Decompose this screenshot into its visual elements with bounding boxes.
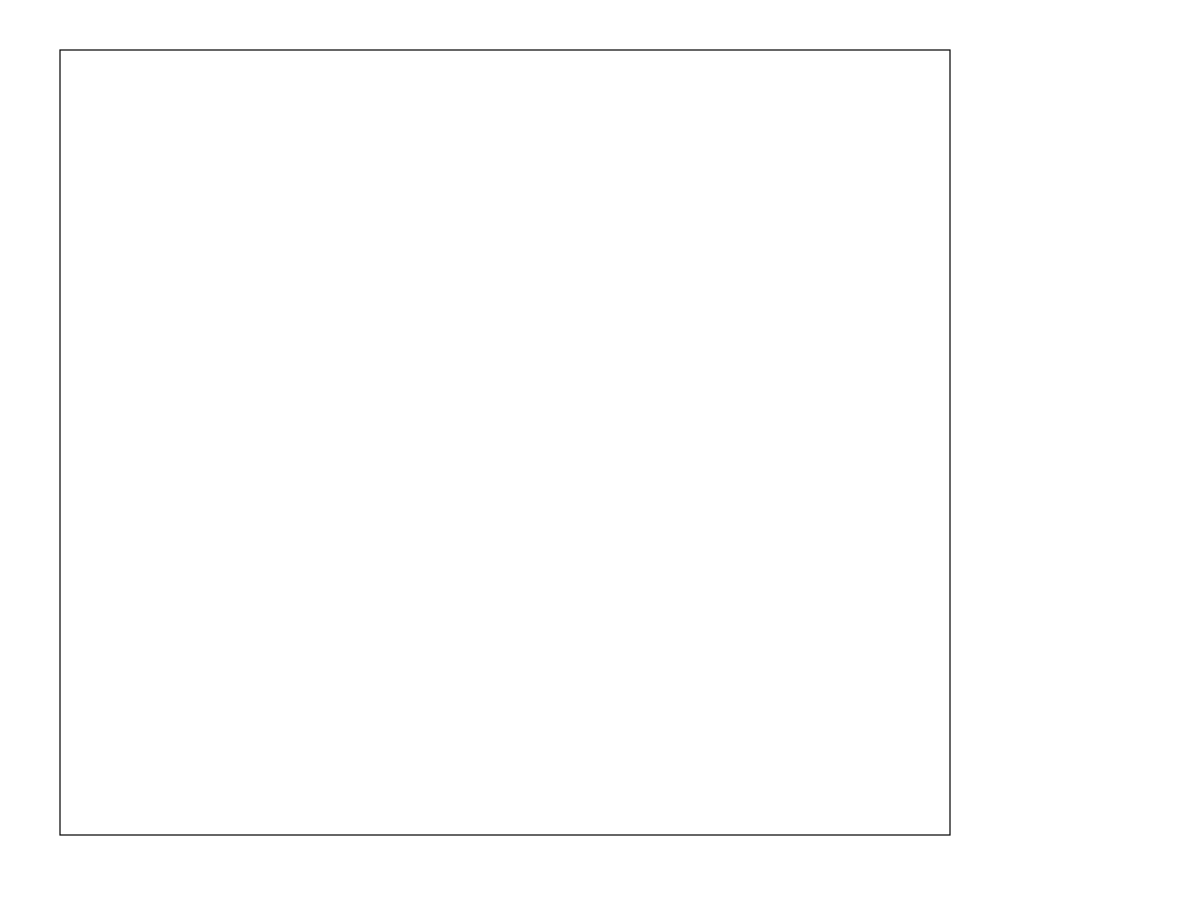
axes-frame: [59, 49, 951, 836]
